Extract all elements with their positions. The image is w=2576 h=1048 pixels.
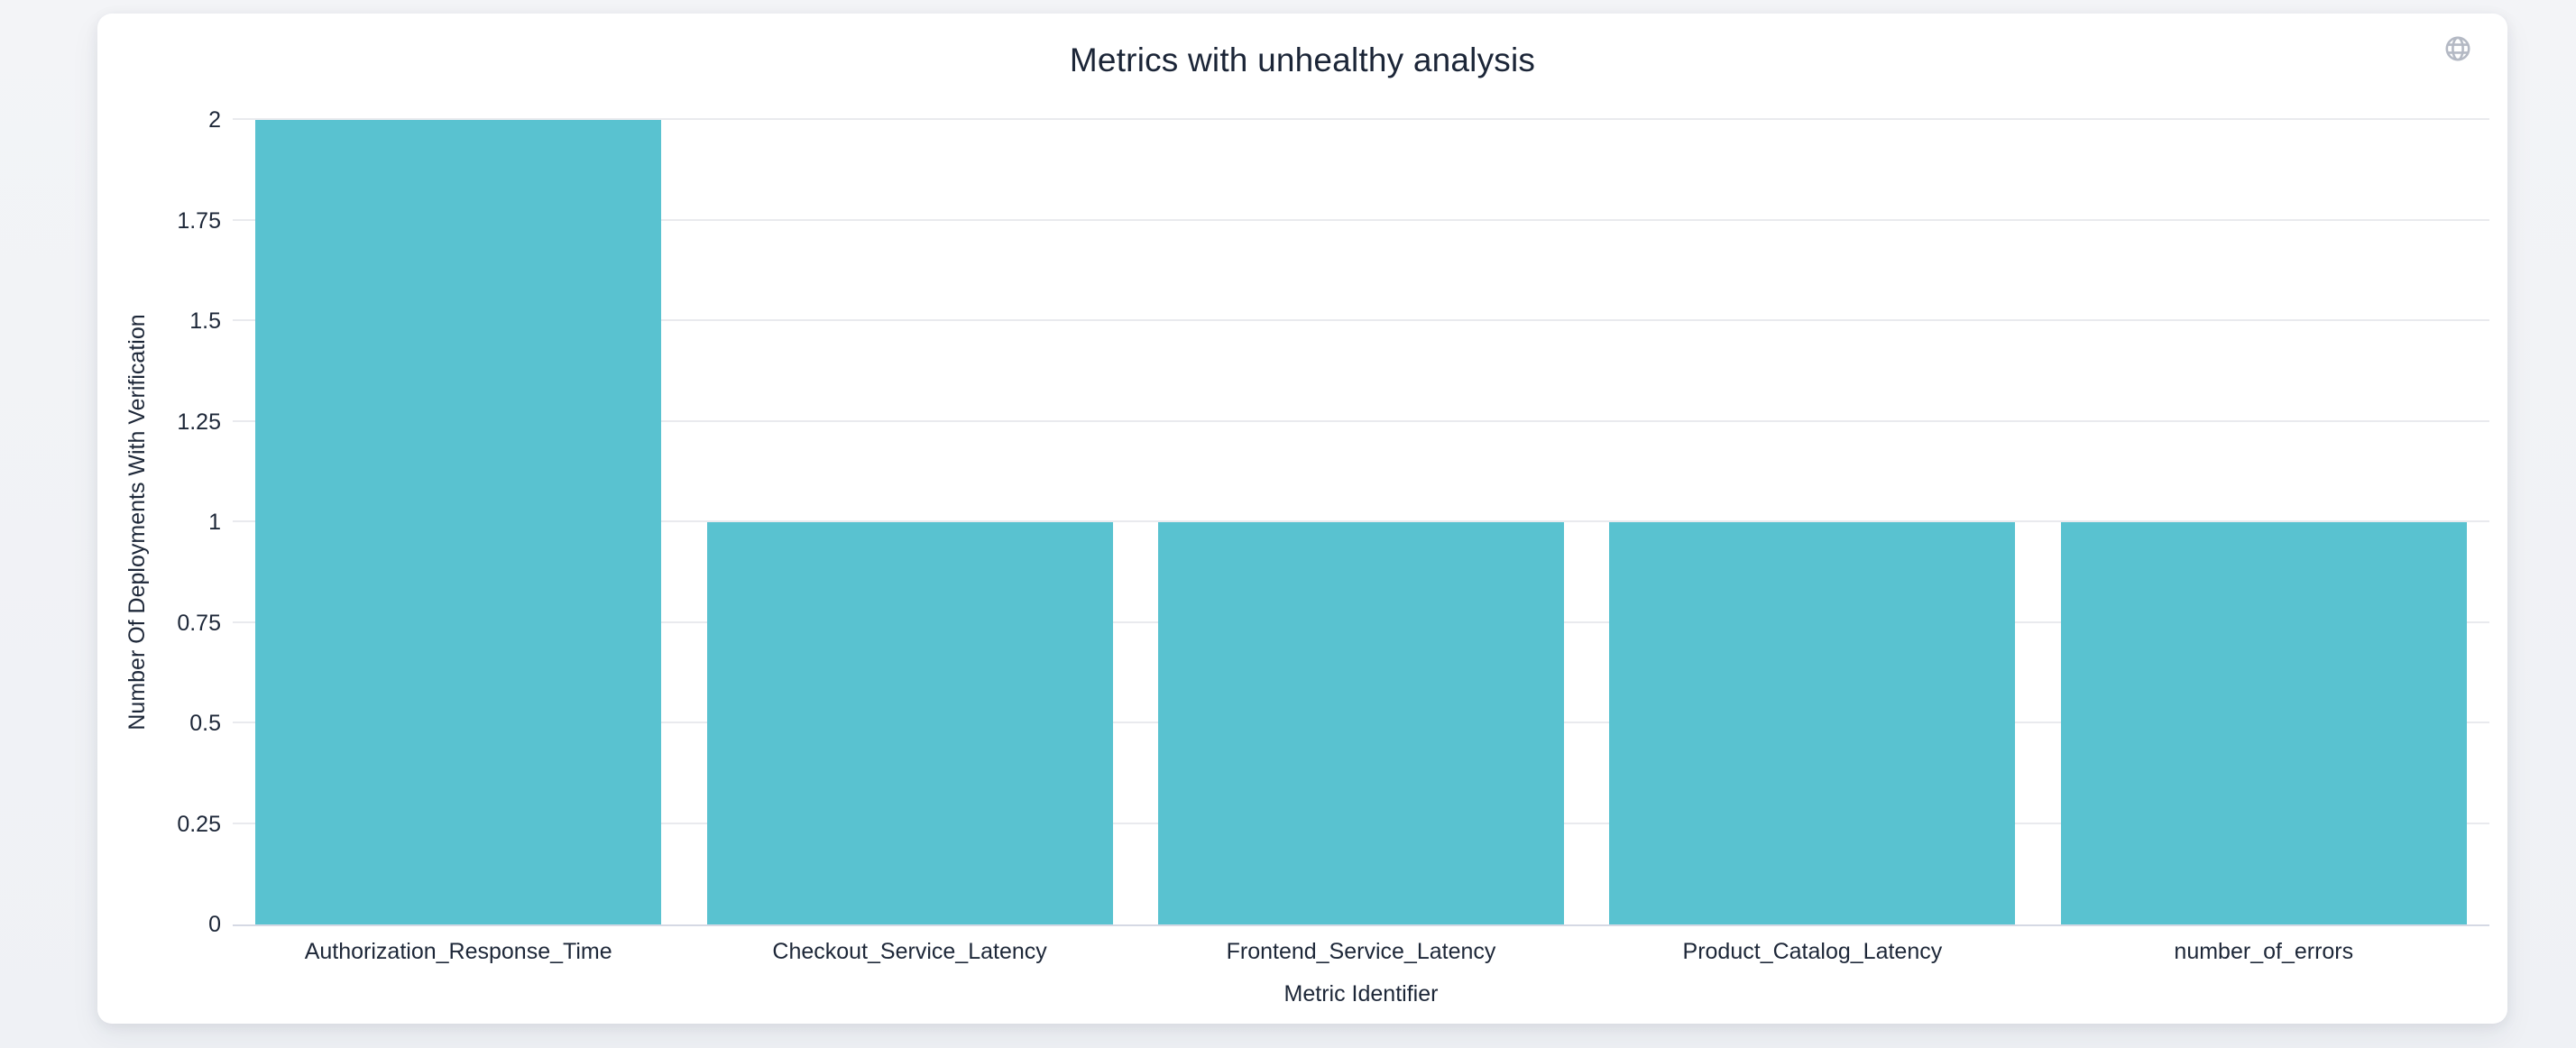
y-axis-tick-label: 0.25	[177, 811, 221, 837]
bar-Checkout_Service_Latency[interactable]	[706, 522, 1113, 924]
y-axis-tick-label: 0.5	[189, 711, 221, 736]
gridline	[233, 218, 2489, 221]
y-axis-tick-label: 1.5	[189, 308, 221, 334]
y-axis-tick-label: 1	[208, 510, 221, 535]
x-axis-title: Metric Identifier	[1283, 981, 1439, 1007]
x-axis-tick-label: Frontend_Service_Latency	[1226, 939, 1496, 964]
chart-card: Metrics with unhealthy analysis 0 0.25 0.5…	[97, 14, 2507, 1024]
bar-number_of_errors[interactable]	[2060, 522, 2467, 924]
x-axis-tick-label: number_of_errors	[2174, 939, 2354, 964]
x-axis-tick-label: Authorization_Response_Time	[304, 939, 612, 964]
gridline	[233, 118, 2489, 120]
y-axis-tick-label: 1.75	[177, 207, 221, 234]
y-axis-tick-label: 0	[208, 912, 221, 937]
gridline	[233, 520, 2489, 522]
y-axis-tick-label: 1.25	[177, 409, 221, 435]
x-axis-line	[233, 924, 2489, 926]
y-axis-tick-label: 2	[208, 107, 221, 133]
x-axis-tick-label: Checkout_Service_Latency	[772, 939, 1047, 964]
gridline	[233, 419, 2489, 422]
bar-Frontend_Service_Latency[interactable]	[1158, 522, 1564, 924]
chart-title: Metrics with unhealthy analysis	[1069, 41, 1536, 78]
bar-chart-plot-area: 0 0.25 0.5 0.75 1 1.25 1.5 1.75 2 Authorization_R…	[97, 14, 2507, 1024]
globe-icon-svg	[2445, 36, 2470, 61]
y-axis-tick-label: 0.75	[177, 610, 221, 636]
globe-icon[interactable]	[2443, 33, 2473, 64]
x-axis-tick-label: Product_Catalog_Latency	[1682, 939, 1943, 964]
y-axis-title: Number Of Deployments With Verification	[124, 314, 150, 731]
bar-Authorization_Response_Time[interactable]	[255, 120, 662, 924]
gridline	[233, 319, 2489, 321]
bar-Product_Catalog_Latency[interactable]	[1609, 522, 2016, 924]
